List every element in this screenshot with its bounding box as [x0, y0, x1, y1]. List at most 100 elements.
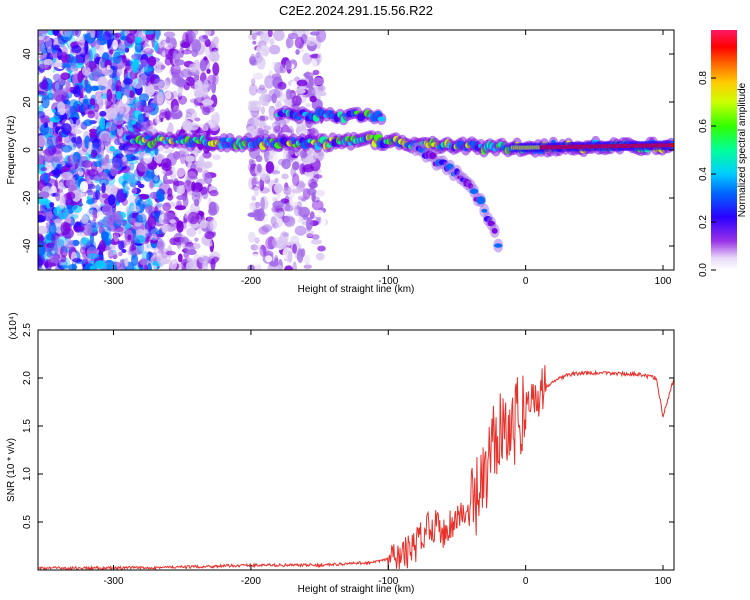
spectrogram-noise-cell — [74, 136, 83, 145]
spectrogram-noise-cell — [292, 161, 300, 171]
spectrogram-noise-cell — [71, 204, 83, 213]
spectrogram-noise-cell — [203, 79, 209, 88]
spectrogram-noise-cell — [160, 248, 170, 259]
spectrogram-noise-cell — [210, 110, 217, 116]
spectrogram-noise-cell — [260, 197, 265, 211]
spectrogram-noise-cell — [258, 84, 266, 91]
spectrogram-noise-cell — [113, 232, 120, 242]
spectrogram-noise-cell — [204, 173, 213, 185]
spectrogram-noise-cell — [80, 215, 89, 224]
spectrogram-xlabel: Height of straight line (km) — [298, 284, 415, 295]
spectrogram-noise-cell — [165, 250, 176, 256]
spectrogram-noise-cell — [50, 169, 62, 175]
spectrogram-noise-cell — [292, 243, 297, 254]
spectrogram-noise-cell — [65, 243, 74, 249]
spectrogram-feature-cell — [576, 144, 580, 149]
spectrogram-noise-cell — [189, 155, 196, 162]
spectrogram-feature-cell — [581, 144, 584, 149]
spectrogram-noise-cell — [212, 49, 218, 57]
spectrogram-noise-cell — [92, 207, 98, 222]
snr-ytick-label: 0.5 — [22, 515, 33, 529]
spectrogram-feature-cell — [529, 145, 532, 150]
spectrogram-noise-cell — [41, 95, 50, 109]
spectrogram-noise-cell — [172, 73, 181, 78]
spectrogram-noise-cell — [249, 106, 260, 112]
spectrogram-noise-cell — [131, 178, 138, 185]
spectrogram-noise-cell — [159, 109, 167, 116]
spectrogram-noise-cell — [60, 51, 68, 63]
snr-ytick-label: 1.5 — [22, 419, 33, 433]
spectrogram-noise-cell — [139, 258, 148, 266]
spectrogram-noise-cell — [173, 65, 185, 70]
spectrogram-noise-cell — [48, 222, 57, 237]
spectrogram-noise-cell — [85, 84, 93, 94]
spectrogram-noise-cell — [158, 182, 171, 195]
spectrogram-noise-cell — [248, 100, 260, 105]
spectrogram-noise-cell — [317, 245, 326, 252]
spectrogram-noise-cell — [38, 135, 47, 147]
spectrogram-noise-cell — [163, 168, 173, 176]
spectrogram-noise-cell — [191, 181, 196, 192]
spectrogram-noise-cell — [250, 244, 258, 251]
spectrogram-noise-cell — [291, 95, 302, 106]
spectrogram-noise-cell — [256, 180, 265, 185]
spectrogram-noise-cell — [296, 249, 304, 263]
spectrogram-noise-cell — [38, 74, 44, 83]
spectrogram-noise-cell — [43, 262, 56, 267]
spectrogram-noise-cell — [45, 37, 53, 50]
spectrogram-noise-cell — [72, 239, 80, 247]
spectrogram-noise-cell — [191, 189, 201, 203]
spectrogram-noise-cell — [251, 78, 256, 86]
spectrogram-noise-cell — [182, 32, 189, 46]
spectrogram-noise-cell — [60, 221, 71, 235]
spectrogram-noise-cell — [96, 211, 105, 220]
spectrogram-noise-cell — [45, 138, 54, 150]
spectrogram-noise-cell — [304, 262, 311, 270]
spectrogram-noise-cell — [53, 218, 62, 224]
spectrogram-noise-cell — [165, 223, 176, 232]
spectrogram-noise-cell — [265, 255, 273, 263]
spectrogram-noise-cell — [310, 124, 316, 136]
spectrogram-noise-cell — [254, 201, 261, 209]
spectrogram-noise-cell — [192, 117, 203, 122]
spectrogram-noise-cell — [84, 54, 90, 69]
spectrogram-noise-cell — [88, 174, 98, 181]
spectrogram-noise-cell — [272, 200, 284, 209]
colorbar-tick-label: 0.0 — [698, 263, 709, 277]
spectrogram-noise-cell — [307, 87, 316, 99]
spectrogram-noise-cell — [115, 84, 120, 92]
spectrogram-noise-cell — [186, 31, 197, 42]
spectrogram-noise-cell — [106, 88, 113, 102]
spectrogram-noise-cell — [113, 225, 124, 238]
spectrogram-noise-cell — [41, 212, 54, 217]
spectrogram-noise-cell — [121, 95, 128, 104]
spectrogram-noise-cell — [177, 253, 183, 263]
spectrogram-noise-cell — [173, 180, 185, 186]
spectrogram-noise-cell — [93, 161, 102, 168]
spectrogram-noise-cell — [147, 226, 159, 236]
spectrogram-noise-cell — [135, 214, 144, 223]
spectrogram-noise-cell — [123, 78, 133, 85]
spectrogram-noise-cell — [38, 60, 50, 69]
spectrogram-noise-cell — [81, 196, 88, 205]
spectrogram-noise-cell — [38, 90, 45, 95]
spectrogram-feature-cell — [583, 144, 586, 149]
spectrogram-noise-cell — [105, 244, 117, 257]
spectrogram-noise-cell — [75, 226, 85, 231]
spectrogram-noise-cell — [297, 201, 303, 210]
spectrogram-noise-cell — [63, 135, 71, 144]
spectrogram-noise-cell — [188, 63, 197, 73]
spectrogram-noise-cell — [170, 98, 179, 113]
spectrogram-noise-cell — [94, 39, 101, 50]
snr-ytick-label: 1.0 — [22, 467, 33, 481]
spectrogram-noise-cell — [175, 33, 182, 43]
spectrogram-noise-cell — [251, 177, 257, 188]
spectrogram-noise-cell — [268, 107, 276, 121]
spectrogram-noise-cell — [38, 258, 43, 269]
spectrogram-noise-cell — [157, 80, 170, 91]
snr-ytick-label: 2.5 — [22, 323, 33, 337]
spectrogram-noise-cell — [175, 150, 187, 158]
spectrogram-noise-cell — [182, 195, 189, 208]
spectrogram-noise-cell — [63, 209, 69, 217]
spectrogram-noise-cell — [86, 240, 97, 251]
